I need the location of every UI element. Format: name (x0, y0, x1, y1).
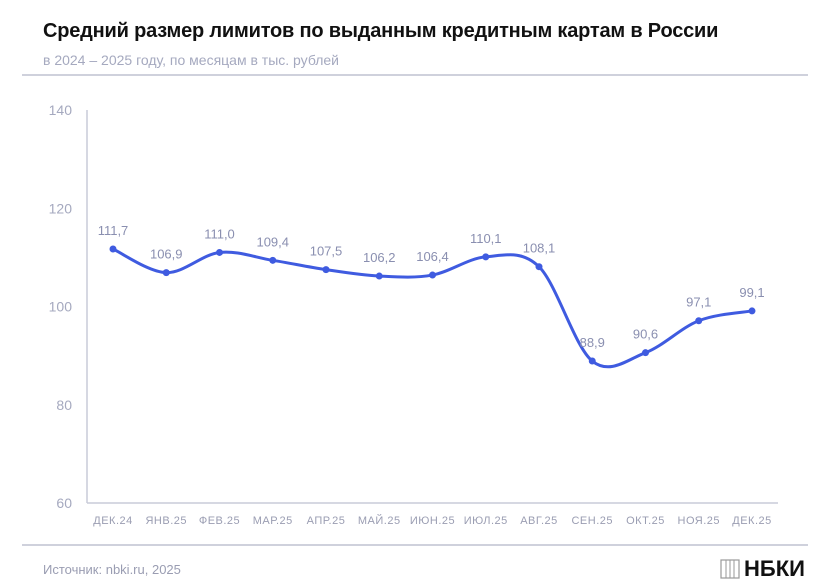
data-label: 106,9 (150, 247, 183, 262)
x-tick-label: ЯНВ.25 (145, 515, 187, 527)
x-tick-label: АПР.25 (307, 515, 346, 527)
data-label: 106,2 (363, 250, 396, 265)
data-point (695, 317, 703, 325)
data-point (642, 349, 649, 357)
logo-icon (720, 559, 740, 579)
divider-bottom (22, 544, 808, 546)
data-label: 88,9 (580, 335, 605, 350)
y-tick-label: 80 (56, 397, 72, 413)
y-tick-label: 140 (49, 102, 73, 118)
x-tick-label: ОКТ.25 (626, 515, 665, 527)
data-point (535, 263, 543, 271)
data-point (429, 271, 436, 279)
data-point (109, 245, 117, 253)
data-point (269, 256, 277, 264)
chart-title: Средний размер лимитов по выданным креди… (43, 20, 719, 42)
data-label: 110,1 (470, 231, 502, 246)
data-point (588, 357, 596, 365)
x-tick-label: ФЕВ.25 (199, 515, 240, 527)
data-point (375, 272, 383, 280)
data-point (482, 253, 490, 261)
chart-subtitle: в 2024 – 2025 году, по месяцам в тыс. ру… (43, 52, 339, 68)
x-tick-label: ИЮЛ.25 (464, 515, 508, 527)
data-label: 90,6 (633, 327, 658, 342)
data-label: 99,1 (739, 285, 764, 300)
data-label: 97,1 (686, 295, 711, 310)
x-tick-label: ДЕК.25 (732, 515, 772, 527)
x-tick-label: МАЙ.25 (358, 514, 401, 527)
x-tick-label: СЕН.25 (571, 515, 613, 527)
data-label: 109,4 (256, 234, 289, 249)
data-point (748, 307, 756, 315)
x-tick-label: ДЕК.24 (93, 515, 133, 527)
source-note: Источник: nbki.ru, 2025 (43, 562, 181, 577)
y-tick-label: 60 (56, 495, 72, 511)
data-point (216, 248, 223, 256)
data-point (322, 266, 330, 274)
x-tick-label: АВГ.25 (520, 515, 558, 527)
x-tick-label: МАР.25 (253, 515, 293, 527)
data-label: 106,4 (416, 249, 449, 264)
data-point (162, 269, 170, 277)
logo-text: НБКИ (744, 556, 805, 581)
series-line (112, 247, 753, 369)
data-label: 111,7 (98, 223, 129, 238)
y-tick-label: 100 (49, 299, 73, 315)
data-label: 107,5 (310, 244, 343, 259)
x-tick-label: НОЯ.25 (678, 515, 721, 527)
divider-top (22, 74, 808, 76)
data-label: 111,0 (204, 226, 235, 241)
y-tick-label: 120 (49, 200, 73, 216)
x-tick-label: ИЮН.25 (410, 515, 455, 527)
data-label: 108,1 (523, 241, 556, 256)
nbki-logo: НБКИ (720, 556, 805, 582)
